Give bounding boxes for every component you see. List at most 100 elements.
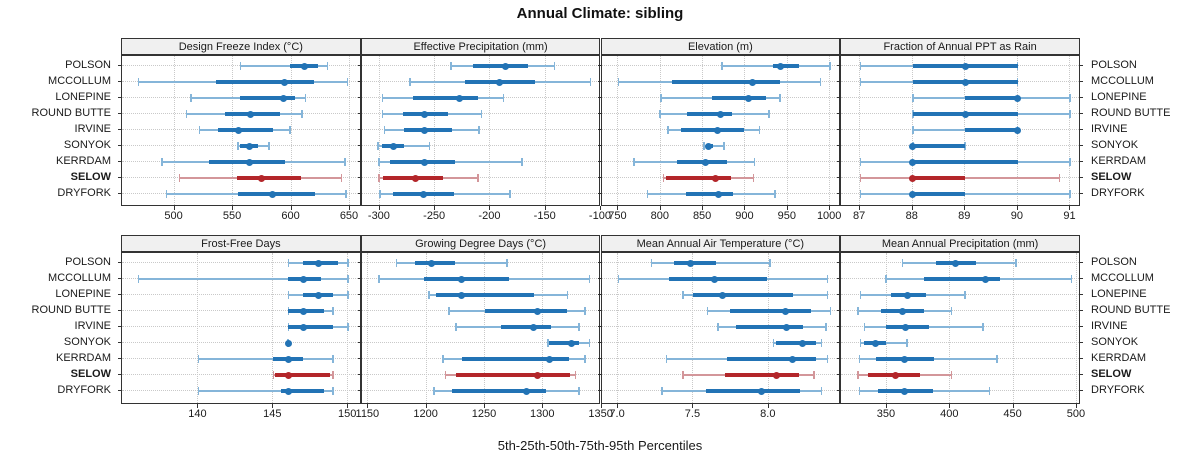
station-label-left: DRYFORK <box>57 187 111 199</box>
y-tick <box>597 193 601 194</box>
y-tick <box>118 342 121 343</box>
whisker-cap <box>721 62 723 70</box>
median-dot <box>781 307 789 315</box>
iqr-bar <box>274 373 331 377</box>
x-tick-label: -300 <box>367 210 390 222</box>
x-tick-label: 400 <box>940 408 959 420</box>
x-tick-label: 1300 <box>530 408 555 420</box>
median-dot <box>892 371 900 379</box>
x-tick <box>232 206 234 210</box>
median-dot <box>533 371 541 379</box>
grid-vline <box>197 253 199 403</box>
panel-header: Mean Annual Air Temperature (°C) <box>600 235 841 252</box>
whisker-cap <box>332 307 334 315</box>
whisker-cap <box>857 371 859 379</box>
y-tick <box>118 65 121 66</box>
median-dot <box>909 190 917 198</box>
x-tick <box>744 206 746 210</box>
y-tick <box>357 97 361 98</box>
whisker-cap <box>480 110 483 118</box>
median-dot <box>772 371 780 379</box>
grid-vline <box>349 56 350 205</box>
y-tick <box>837 129 841 130</box>
row-gridline <box>122 342 360 343</box>
median-dot <box>704 142 712 150</box>
whisker-cap <box>912 94 914 102</box>
y-tick <box>1080 145 1083 146</box>
whisker-cap <box>448 307 450 315</box>
whisker-cap <box>433 387 435 395</box>
x-tick <box>859 206 861 210</box>
x-tick <box>378 206 380 210</box>
median-dot <box>718 291 726 299</box>
whisker-cap <box>950 307 953 315</box>
whisker-cap <box>239 62 242 70</box>
y-tick <box>1080 278 1083 279</box>
x-tick-label: 500 <box>1066 408 1086 420</box>
whisker-cap <box>1070 275 1073 283</box>
median-dot <box>257 174 265 182</box>
iqr-bar <box>240 96 296 100</box>
whisker-cap <box>326 62 329 70</box>
whisker-cap <box>813 371 815 379</box>
median-dot <box>533 307 541 315</box>
whisker-cap <box>717 323 719 331</box>
grid-vline <box>544 56 546 205</box>
y-tick <box>837 193 841 194</box>
whisker-cap <box>1069 158 1071 166</box>
median-dot <box>523 387 531 395</box>
whisker-cap <box>829 307 832 315</box>
row-gridline <box>841 342 1079 343</box>
whisker-cap <box>858 355 861 363</box>
x-tick-label: 87 <box>853 210 866 222</box>
y-tick <box>118 310 121 311</box>
whisker-cap <box>819 78 822 86</box>
median-dot <box>235 126 243 134</box>
x-tick-label: 350 <box>876 408 896 420</box>
whisker-cap <box>161 158 163 166</box>
whisker-cap <box>706 307 709 315</box>
station-label-left: SONYOK <box>63 139 111 151</box>
whisker-cap <box>553 62 556 70</box>
x-tick-label: -100 <box>588 210 611 222</box>
y-tick <box>1080 161 1083 162</box>
grid-vline <box>1069 56 1071 205</box>
y-tick <box>118 193 121 194</box>
y-tick <box>118 145 121 146</box>
x-tick-label: 650 <box>339 210 359 222</box>
median-dot <box>455 94 463 102</box>
median-dot <box>903 291 911 299</box>
row-gridline <box>122 262 360 263</box>
whisker-cap <box>825 323 827 331</box>
y-tick <box>597 129 601 130</box>
whisker-cap <box>347 291 349 299</box>
y-tick <box>357 262 361 263</box>
median-dot <box>686 259 694 267</box>
median-dot <box>279 94 287 102</box>
iqr-bar <box>280 389 325 393</box>
row-gridline <box>361 342 600 343</box>
whisker-cap <box>347 275 349 283</box>
iqr-bar <box>237 192 315 196</box>
x-tick <box>964 206 966 210</box>
y-tick <box>357 374 361 375</box>
panel-header: Effective Precipitation (mm) <box>360 38 601 55</box>
whisker-cap <box>165 190 168 198</box>
y-tick <box>1080 97 1083 98</box>
x-tick-label: 89 <box>958 210 971 222</box>
grid-vline <box>483 253 485 403</box>
iqr-bar <box>435 293 534 297</box>
median-dot <box>458 291 466 299</box>
x-tick <box>489 206 491 210</box>
median-dot <box>284 339 292 347</box>
median-dot <box>961 110 969 118</box>
x-tick-label: 1200 <box>413 408 438 420</box>
iqr-bar <box>726 357 816 361</box>
median-dot <box>314 291 322 299</box>
station-label-right: DRYFORK <box>1091 384 1145 396</box>
whisker-cap <box>829 62 831 70</box>
y-tick <box>357 342 361 343</box>
whisker-cap <box>344 158 346 166</box>
y-tick <box>597 81 601 82</box>
x-tick <box>600 404 602 408</box>
